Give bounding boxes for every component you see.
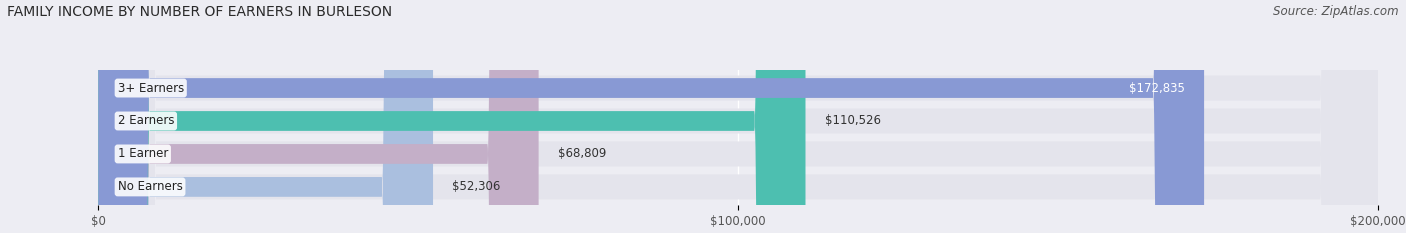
FancyBboxPatch shape (98, 0, 1378, 233)
Text: $52,306: $52,306 (453, 180, 501, 193)
FancyBboxPatch shape (98, 0, 1204, 233)
FancyBboxPatch shape (98, 0, 1378, 233)
FancyBboxPatch shape (98, 0, 806, 233)
Text: No Earners: No Earners (118, 180, 183, 193)
Text: $68,809: $68,809 (558, 147, 606, 161)
FancyBboxPatch shape (98, 0, 433, 233)
Text: Source: ZipAtlas.com: Source: ZipAtlas.com (1274, 5, 1399, 18)
Text: 1 Earner: 1 Earner (118, 147, 167, 161)
FancyBboxPatch shape (98, 0, 538, 233)
FancyBboxPatch shape (98, 0, 1378, 233)
Text: $172,835: $172,835 (1129, 82, 1185, 95)
FancyBboxPatch shape (98, 0, 1378, 233)
Text: 2 Earners: 2 Earners (118, 114, 174, 127)
Text: FAMILY INCOME BY NUMBER OF EARNERS IN BURLESON: FAMILY INCOME BY NUMBER OF EARNERS IN BU… (7, 5, 392, 19)
Text: 3+ Earners: 3+ Earners (118, 82, 184, 95)
Text: $110,526: $110,526 (825, 114, 880, 127)
